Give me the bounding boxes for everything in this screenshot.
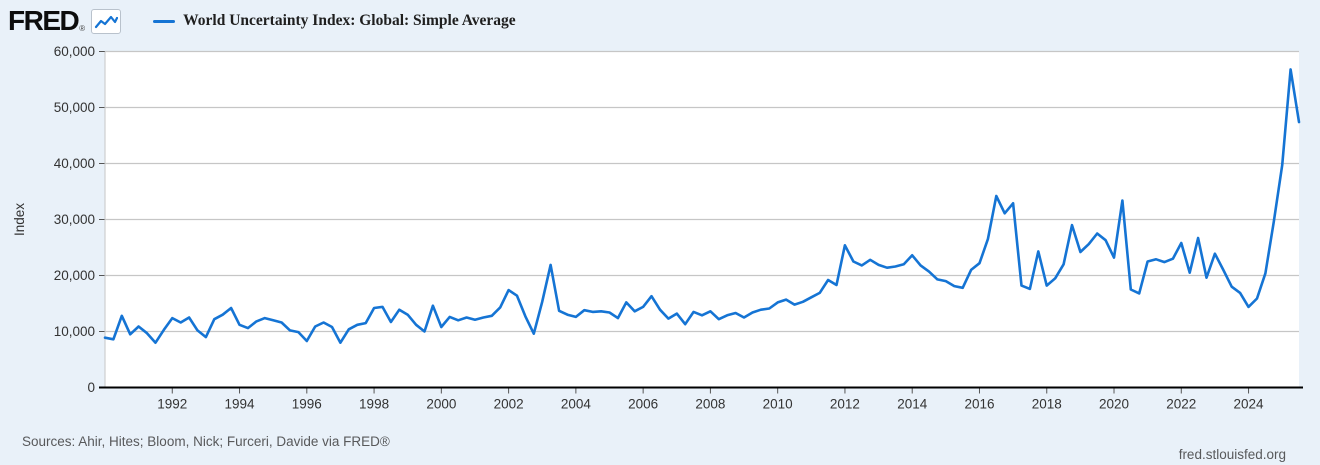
fred-sparkline-icon	[91, 9, 122, 34]
sources-note: Sources: Ahir, Hites; Bloom, Nick; Furce…	[22, 434, 390, 449]
x-tick-label-2010: 2010	[763, 397, 793, 412]
y-tick-label-40000: 40,000	[54, 156, 95, 171]
chart-legend: World Uncertainty Index: Global: Simple …	[153, 12, 516, 30]
y-tick-label-60000: 60,000	[54, 44, 95, 59]
y-axis-title: Index	[12, 203, 27, 236]
x-tick-label-2002: 2002	[494, 397, 524, 412]
x-tick-label-1994: 1994	[225, 397, 256, 412]
chart-header: FRED ® World Uncertainty Index: Global: S…	[8, 6, 516, 36]
x-tick-label-2022: 2022	[1166, 397, 1196, 412]
x-tick-label-2012: 2012	[830, 397, 860, 412]
y-tick-label-0: 0	[87, 380, 95, 395]
series-line[interactable]	[103, 68, 1301, 345]
x-tick-label-2004: 2004	[561, 397, 592, 412]
fred-site-link[interactable]: fred.stlouisfed.org	[1178, 447, 1286, 462]
registered-mark: ®	[79, 24, 86, 33]
y-tick-label-30000: 30,000	[54, 212, 95, 227]
x-tick-label-2014: 2014	[897, 397, 928, 412]
x-tick-label-2020: 2020	[1099, 397, 1129, 412]
legend-line-swatch	[153, 19, 176, 23]
y-tick-label-10000: 10,000	[54, 324, 95, 339]
x-tick-label-2008: 2008	[695, 397, 725, 412]
fred-logo-text: FRED	[8, 5, 80, 36]
fred-logo[interactable]: FRED ®	[8, 5, 122, 36]
x-tick-label-2016: 2016	[964, 397, 994, 412]
x-tick-label-2006: 2006	[628, 397, 658, 412]
y-tick-label-50000: 50,000	[54, 100, 95, 115]
y-tick-label-20000: 20,000	[54, 268, 95, 283]
x-tick-label-2024: 2024	[1234, 397, 1265, 412]
x-tick-label-2000: 2000	[426, 397, 456, 412]
x-tick-label-1998: 1998	[359, 397, 389, 412]
x-tick-label-1992: 1992	[157, 397, 187, 412]
x-tick-label-2018: 2018	[1032, 397, 1062, 412]
legend-series-label: World Uncertainty Index: Global: Simple …	[183, 12, 516, 29]
x-tick-label-1996: 1996	[292, 397, 322, 412]
